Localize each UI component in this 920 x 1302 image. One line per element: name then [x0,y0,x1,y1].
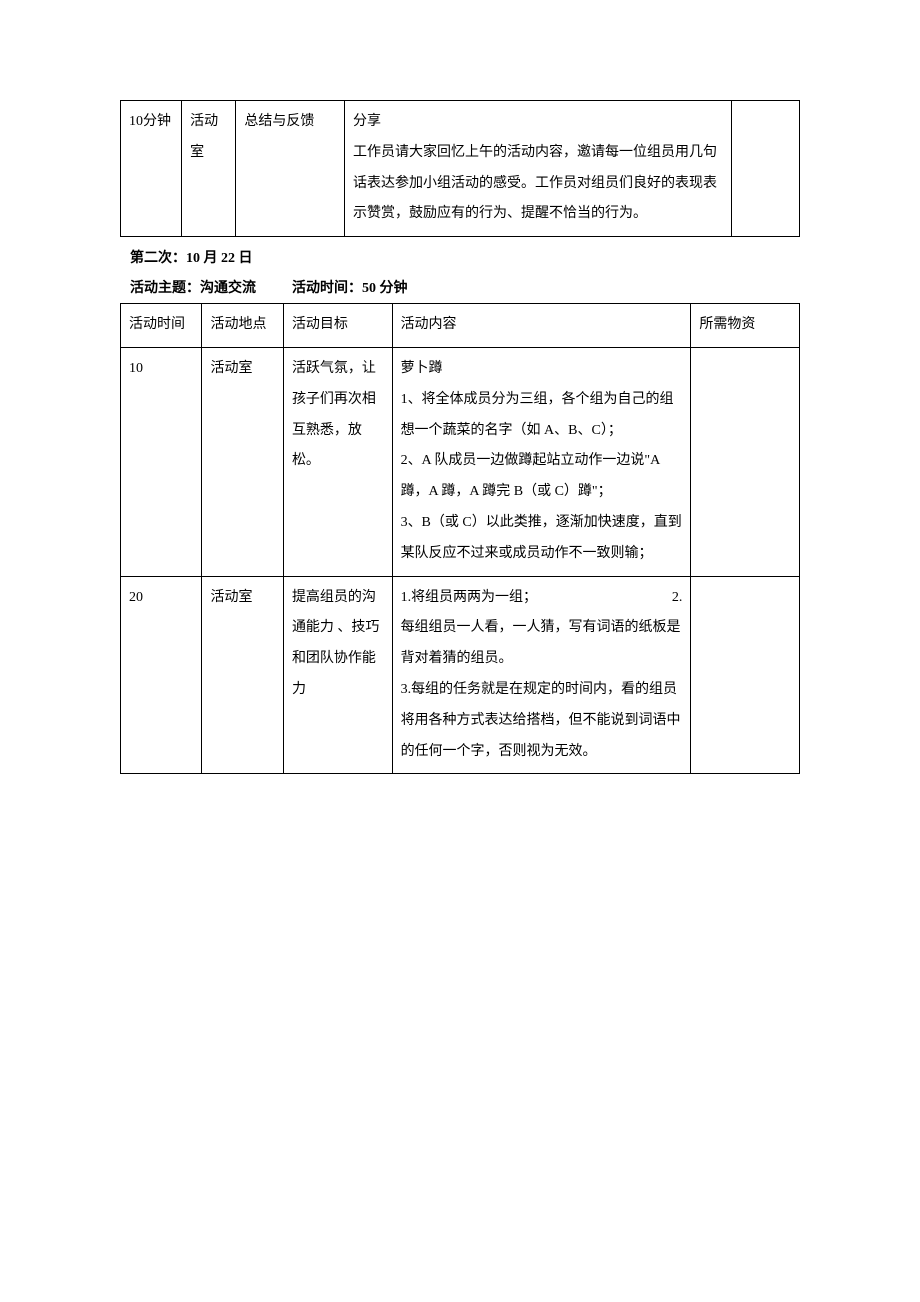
cell-content: 分享 工作员请大家回忆上午的活动内容，邀请每一位组员用几句话表达参加小组活动的感… [345,101,732,237]
table-summary: 10分钟 活动室 总结与反馈 分享 工作员请大家回忆上午的活动内容，邀请每一位组… [120,100,800,237]
table-row: 20 活动室 提高组员的沟通能力 、技巧和团队协作能力 1.将组员两两为一组； 2… [121,576,800,774]
cell-time: 10分钟 [121,101,182,237]
table-header-row: 活动时间 活动地点 活动目标 活动内容 所需物资 [121,304,800,348]
cell-place: 活动室 [182,101,236,237]
header-goal: 活动目标 [283,304,392,348]
table-schedule: 活动时间 活动地点 活动目标 活动内容 所需物资 10 活动室 活跃气氛，让孩子… [120,303,800,774]
cell-materials [732,101,800,237]
cell-content: 萝卜蹲 1、将全体成员分为三组，各个组为自己的组想一个蔬菜的名字（如 A、B、C… [392,347,691,576]
cell-goal: 总结与反馈 [236,101,345,237]
cell-content: 1.将组员两两为一组； 2. 每组组员一人看，一人猜，写有词语的纸板是背对着猜的组员… [392,576,691,774]
time-value: 50 分钟 [362,281,408,296]
theme-value: 沟通交流 [200,281,256,296]
cell-time: 10 [121,347,202,576]
section-theme-time: 活动主题：沟通交流 活动时间：50 分钟 [130,277,800,297]
cell-materials [691,347,800,576]
content-part-b: 2. [672,583,683,614]
time-label: 活动时间： [292,281,362,296]
cell-goal: 提高组员的沟通能力 、技巧和团队协作能力 [283,576,392,774]
header-time: 活动时间 [121,304,202,348]
header-content: 活动内容 [392,304,691,348]
cell-place: 活动室 [202,347,283,576]
cell-materials [691,576,800,774]
theme-label: 活动主题： [130,281,200,296]
section-date: 第二次：10 月 22 日 [130,245,800,273]
cell-place: 活动室 [202,576,283,774]
cell-time: 20 [121,576,202,774]
content-rest: 每组组员一人看，一人猜，写有词语的纸板是背对着猜的组员。 3.每组的任务就是在规… [401,620,681,758]
table-row: 10 活动室 活跃气氛，让孩子们再次相互熟悉，放松。 萝卜蹲 1、将全体成员分为… [121,347,800,576]
header-materials: 所需物资 [691,304,800,348]
content-part-a: 1.将组员两两为一组； [401,583,538,614]
header-place: 活动地点 [202,304,283,348]
table-row: 10分钟 活动室 总结与反馈 分享 工作员请大家回忆上午的活动内容，邀请每一位组… [121,101,800,237]
cell-goal: 活跃气氛，让孩子们再次相互熟悉，放松。 [283,347,392,576]
